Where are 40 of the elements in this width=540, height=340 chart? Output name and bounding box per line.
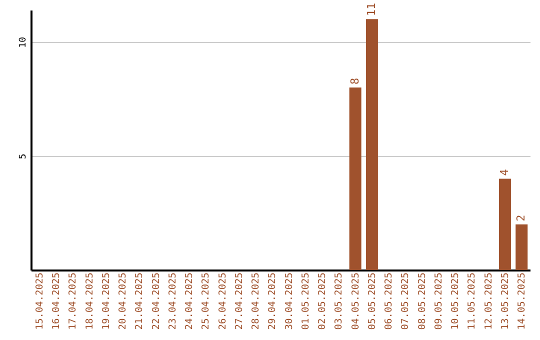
bar bbox=[349, 88, 362, 270]
x-tick-label: 15.04.2025 bbox=[34, 272, 46, 330]
data-label: 2 bbox=[514, 214, 528, 222]
x-tick-label: 02.05.2025 bbox=[317, 272, 328, 330]
x-tick-label: 30.04.2025 bbox=[284, 272, 295, 330]
x-tick-label: 14.05.2025 bbox=[516, 272, 528, 330]
x-tick-label: 23.04.2025 bbox=[167, 272, 178, 330]
bar bbox=[366, 19, 378, 270]
bar bbox=[516, 224, 528, 270]
x-tick-label: 08.05.2025 bbox=[416, 272, 428, 330]
x-tick-label: 21.04.2025 bbox=[134, 272, 146, 330]
x-tick-label: 01.05.2025 bbox=[300, 272, 312, 330]
x-tick-label: 06.05.2025 bbox=[384, 272, 395, 330]
data-label: 8 bbox=[348, 78, 362, 85]
bar bbox=[498, 178, 511, 270]
x-tick-label: 16.04.2025 bbox=[51, 272, 62, 330]
x-tick-label: 04.05.2025 bbox=[350, 272, 362, 330]
x-tick-label: 19.04.2025 bbox=[100, 272, 112, 330]
x-tick-label: 25.04.2025 bbox=[200, 272, 212, 330]
x-tick-label: 03.05.2025 bbox=[334, 272, 345, 330]
x-tick-label: 22.04.2025 bbox=[150, 272, 162, 330]
y-tick-label: 5 bbox=[18, 154, 28, 160]
x-tick-label: 13.05.2025 bbox=[500, 272, 511, 330]
x-tick-label: 07.05.2025 bbox=[400, 272, 412, 330]
x-tick-label: 05.05.2025 bbox=[366, 272, 378, 330]
x-tick-label: 11.05.2025 bbox=[466, 272, 478, 330]
x-tick-label: 18.04.2025 bbox=[84, 272, 96, 330]
x-tick-label: 29.04.2025 bbox=[267, 272, 278, 330]
x-tick-label: 10.05.2025 bbox=[450, 272, 462, 330]
x-tick-label: 20.04.2025 bbox=[118, 272, 129, 330]
x-tick-label: 17.04.2025 bbox=[68, 272, 79, 330]
x-tick-label: 26.04.2025 bbox=[217, 272, 228, 330]
y-tick-label: 10 bbox=[18, 37, 28, 48]
x-tick-label: 09.05.2025 bbox=[433, 272, 444, 330]
x-tick-label: 12.05.2025 bbox=[483, 272, 494, 330]
data-label: 11 bbox=[364, 2, 378, 16]
x-tick-label: 24.04.2025 bbox=[184, 272, 196, 330]
data-label: 4 bbox=[498, 168, 511, 176]
x-tick-label: 27.04.2025 bbox=[234, 272, 245, 330]
x-tick-label: 28.04.2025 bbox=[250, 272, 262, 330]
